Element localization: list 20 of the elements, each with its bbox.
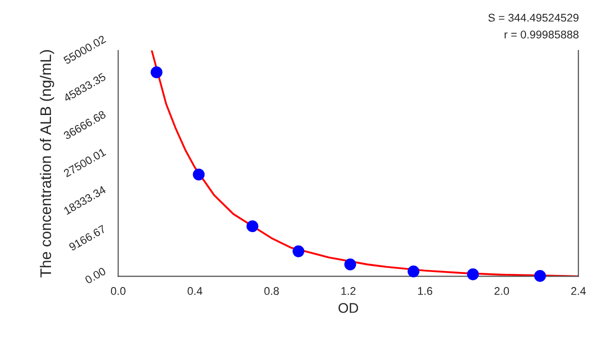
x-tick-label: 1.2 [341, 287, 356, 295]
point [246, 220, 258, 232]
y-tick-label: 0.00 [84, 266, 106, 284]
x-axis-title: OD [338, 303, 358, 313]
point [150, 66, 162, 78]
point [467, 268, 479, 280]
x-tick-label: 1.6 [418, 287, 432, 295]
x-tick-label: 2.4 [571, 287, 586, 295]
text: S = 344.49524529 [488, 14, 578, 22]
x-tick-label: 2.0 [494, 287, 509, 295]
y-axis-title: The concentration of ALB (ng/mL) [40, 50, 54, 278]
point [344, 258, 356, 270]
point [408, 266, 420, 278]
x-tick-label: 0.4 [188, 287, 202, 295]
point [192, 168, 205, 180]
point [292, 245, 304, 258]
text: r = 0.99985888 [504, 30, 579, 38]
x-tick-label: 0.8 [264, 287, 279, 295]
point [534, 270, 546, 282]
x-tick-label: 0.0 [110, 287, 126, 295]
